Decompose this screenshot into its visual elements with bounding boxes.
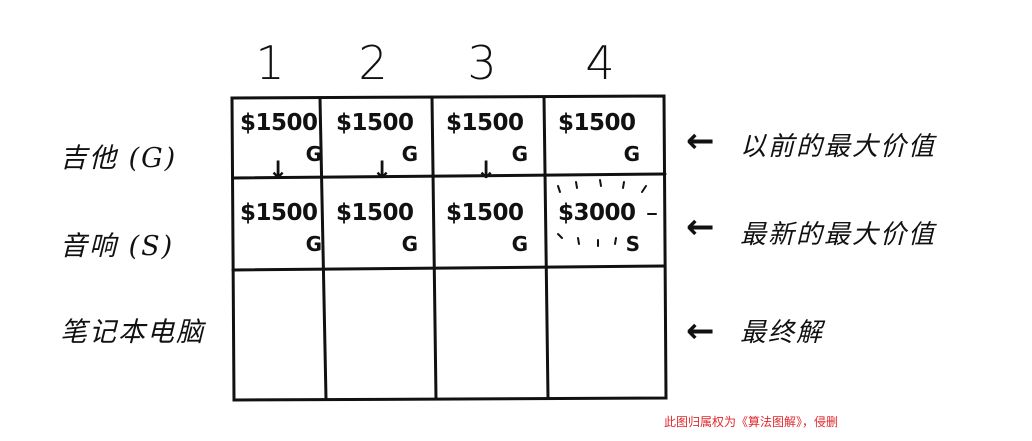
cell-value: $1500 — [558, 110, 636, 136]
row-label-guitar: 吉他 (G) — [60, 143, 178, 174]
down-arrow-icon: ↓ — [476, 156, 497, 184]
grid-vline-1 — [318, 96, 328, 401]
copyright-watermark: 此图归属权为《算法图解》，侵删 — [664, 415, 839, 429]
cell-stereo-1: $1500 G — [232, 186, 336, 272]
cell-laptop-2 — [328, 274, 432, 360]
cell-stereo-4: $3000 S — [550, 186, 654, 272]
grid-hline-1 — [231, 172, 667, 180]
cell-item: G — [401, 142, 418, 166]
cell-item: G — [305, 142, 322, 166]
cell-guitar-2: $1500 G — [328, 96, 432, 182]
dp-grid: $1500 G $1500 G $1500 G $1500 G ↓ ↓ ↓ $1… — [228, 94, 668, 404]
row-label-laptop: 笔记本电脑 — [60, 317, 205, 348]
cell-value: $1500 — [446, 110, 524, 136]
row-label-stereo: 音响 (S) — [60, 231, 175, 262]
cell-value: $1500 — [240, 200, 318, 226]
grid-vline-2 — [430, 95, 438, 401]
cell-value: $1500 — [336, 200, 414, 226]
cell-value: $1500 — [336, 110, 414, 136]
cell-laptop-1 — [232, 274, 336, 360]
cell-item: G — [305, 232, 322, 256]
cell-item: G — [511, 142, 528, 166]
cell-item: S — [625, 232, 640, 256]
cell-laptop-3 — [438, 274, 542, 360]
left-arrow-icon: ← — [686, 207, 715, 247]
cell-value: $1500 — [240, 110, 318, 136]
column-number-1: 1 — [255, 36, 285, 90]
cell-guitar-3: $1500 G — [438, 96, 542, 182]
down-arrow-icon: ↓ — [372, 156, 393, 184]
annotation-previous-max: 以前的最大价值 — [740, 132, 937, 162]
cell-laptop-4 — [550, 274, 654, 360]
grid-lines — [230, 94, 668, 402]
cell-stereo-2: $1500 G — [328, 186, 432, 272]
grid-vline-3 — [542, 95, 550, 400]
cell-item: G — [623, 142, 640, 166]
cell-guitar-1: $1500 G — [232, 96, 336, 182]
left-arrow-icon: ← — [686, 311, 715, 351]
column-number-4: 4 — [585, 36, 615, 90]
grid-hline-2 — [231, 264, 667, 272]
column-number-3: 3 — [467, 36, 497, 90]
down-arrow-icon: ↓ — [268, 156, 289, 184]
left-arrow-icon: ← — [686, 121, 715, 161]
cell-item: G — [511, 232, 528, 256]
annotation-final-solution: 最终解 — [740, 318, 825, 348]
cell-guitar-4: $1500 G — [550, 96, 654, 182]
highlight-sparkles — [557, 179, 657, 247]
cell-value: $1500 — [446, 200, 524, 226]
grid-border — [230, 94, 668, 402]
annotation-new-max: 最新的最大价值 — [740, 220, 937, 250]
cell-item: G — [401, 232, 418, 256]
cell-stereo-3: $1500 G — [438, 186, 542, 272]
column-number-2: 2 — [358, 36, 388, 90]
cell-value-highlighted: $3000 — [558, 200, 636, 226]
